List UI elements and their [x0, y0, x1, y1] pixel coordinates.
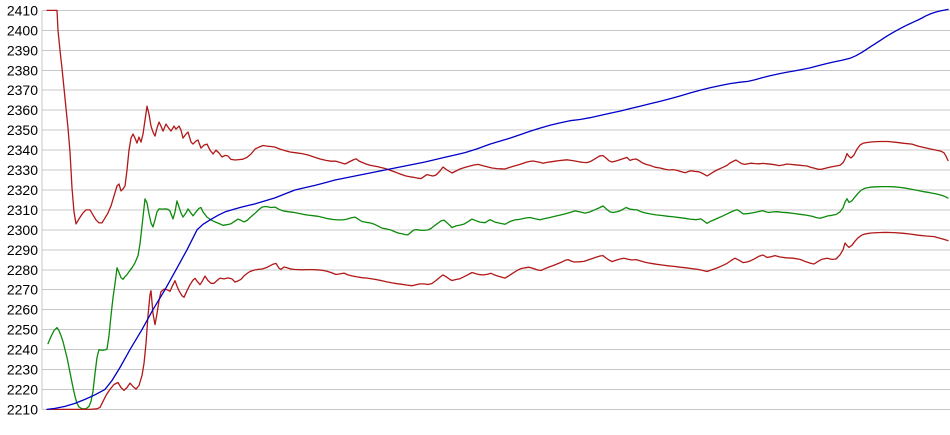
- y-axis-tick-label: 2390: [7, 42, 38, 58]
- y-axis-tick-label: 2260: [7, 302, 38, 318]
- y-axis-tick-label: 2220: [7, 381, 38, 397]
- y-axis-tick-label: 2240: [7, 342, 38, 358]
- series-middle-line: [47, 185, 949, 410]
- y-axis-tick-label: 2380: [7, 62, 38, 78]
- y-axis-tick-label: 2210: [7, 401, 38, 417]
- y-axis-tick-label: 2350: [7, 122, 38, 138]
- y-axis-tick-label: 2360: [7, 102, 38, 118]
- y-axis-tick-label: 2250: [7, 322, 38, 338]
- y-axis-tick-label: 2310: [7, 202, 38, 218]
- series-lines: [46, 8, 949, 411]
- y-axis-tick-label: 2370: [7, 82, 38, 98]
- gridlines: [41, 9, 950, 410]
- y-axis-tick-label: 2400: [7, 22, 38, 38]
- series-equity-line: [46, 8, 949, 411]
- y-axis-tick-label: 2270: [7, 282, 38, 298]
- y-axis-tick-label: 2300: [7, 222, 38, 238]
- y-axis-tick-label: 2340: [7, 142, 38, 158]
- series-upper-band: [46, 9, 949, 225]
- series-lower-band: [47, 231, 949, 411]
- y-axis-tick-label: 2330: [7, 162, 38, 178]
- y-axis-tick-label: 2410: [7, 2, 38, 18]
- y-axis-labels: 2410 2400 2390 2380 2370 2360 2350 2340 2330 2320…: [7, 2, 38, 417]
- y-axis-tick-label: 2280: [7, 262, 38, 278]
- y-axis-tick-label: 2230: [7, 362, 38, 378]
- y-axis-tick-label: 2290: [7, 242, 38, 258]
- y-axis-tick-label: 2320: [7, 182, 38, 198]
